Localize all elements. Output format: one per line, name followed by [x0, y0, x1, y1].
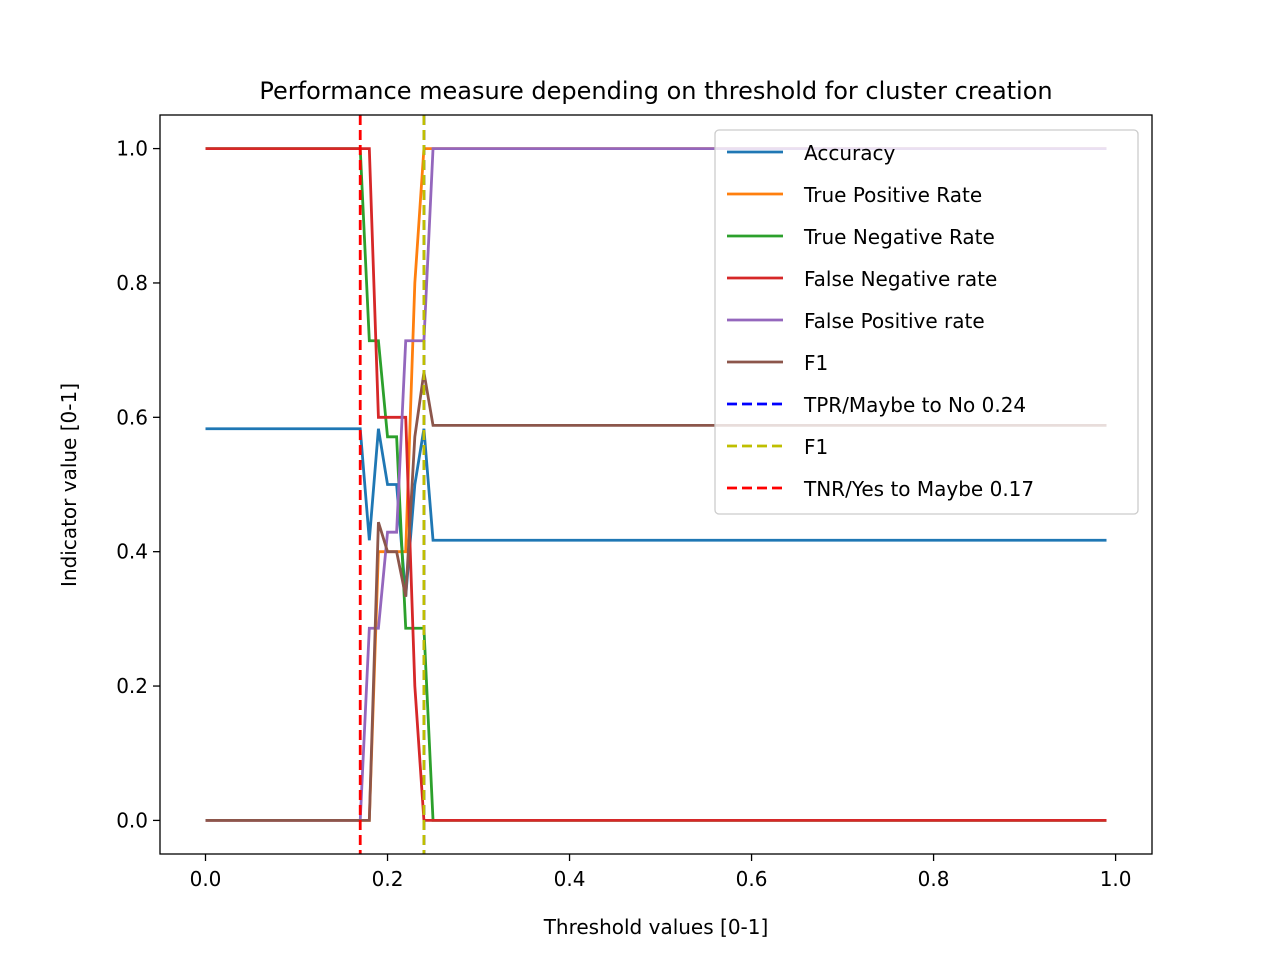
- series-line-4-false-negative-rate: [205, 147, 1107, 822]
- legend-label: False Negative rate: [804, 267, 997, 291]
- legend-label: False Positive rate: [804, 309, 985, 333]
- y-tick-label: 0.6: [116, 405, 148, 429]
- plot-frame: [159, 114, 1153, 855]
- series-line-3-true-negative-rate: [205, 147, 1107, 822]
- legend-label: F1: [804, 351, 828, 375]
- legend-label: True Positive Rate: [803, 183, 982, 207]
- y-axis-label: Indicator value [0-1]: [57, 383, 81, 587]
- legend: Accuracy True Positive Rate True Negative …: [714, 129, 1139, 515]
- x-tick-label: 0.6: [736, 867, 768, 891]
- plot-lines: [205, 115, 1107, 854]
- x-tick-label: 1.0: [1100, 867, 1132, 891]
- legend-label: TPR/Maybe to No 0.24: [803, 393, 1026, 417]
- y-tick-label: 0.2: [116, 674, 148, 698]
- legend-label: Accuracy: [804, 141, 895, 165]
- x-tick-label: 0.0: [190, 867, 222, 891]
- series-line-1-accuracy: [205, 427, 1107, 597]
- y-tick-label: 0.8: [116, 271, 148, 295]
- y-tick-label: 0.0: [116, 808, 148, 832]
- x-axis-label: Threshold values [0-1]: [543, 915, 769, 939]
- chart-title: Performance measure depending on thresho…: [259, 77, 1052, 105]
- x-tick-label: 0.2: [372, 867, 404, 891]
- series-line-5-false-positive-rate: [205, 147, 1107, 822]
- x-tick-label: 0.8: [918, 867, 950, 891]
- axis-ticks: 0.0 0.2 0.4 0.6 0.8 1.0 0.0 0.2 0.4 0.6 0.8 1.0: [116, 137, 1131, 891]
- legend-label: True Negative Rate: [803, 225, 995, 249]
- legend-box: [714, 129, 1139, 515]
- legend-label: TNR/Yes to Maybe 0.17: [803, 477, 1034, 501]
- y-tick-label: 1.0: [116, 137, 148, 161]
- x-tick-label: 0.4: [554, 867, 586, 891]
- series-line-6-f1: [205, 372, 1107, 822]
- legend-label: F1: [804, 435, 828, 459]
- y-tick-label: 0.4: [116, 540, 148, 564]
